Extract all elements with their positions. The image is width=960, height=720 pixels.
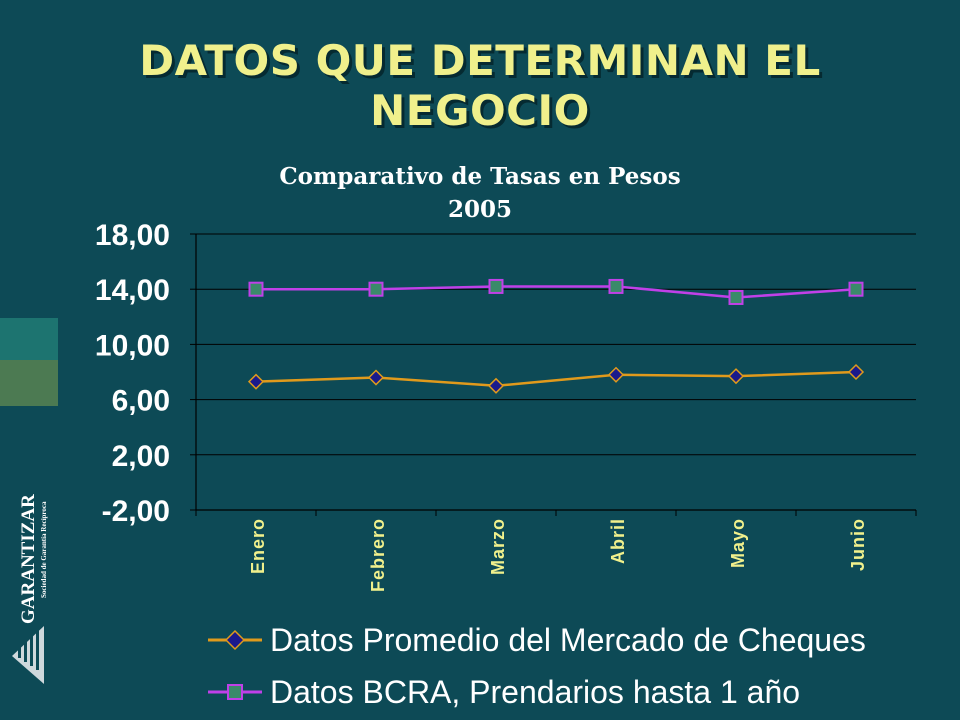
- data-point-diamond: [727, 368, 745, 385]
- data-point-square: [608, 278, 624, 294]
- y-tick-label: 18,00: [95, 219, 170, 252]
- slide-title: DATOS QUE DETERMINAN EL NEGOCIO: [0, 36, 960, 136]
- data-point-square: [848, 281, 864, 297]
- series-line: [255, 370, 857, 388]
- x-tick-label-enero: Enero: [248, 518, 268, 574]
- chart-series: [247, 278, 865, 394]
- legend-swatch-diamond: [208, 629, 262, 651]
- x-tick-label-mayo: Mayo: [728, 518, 748, 568]
- slide-title-line2: NEGOCIO: [370, 86, 590, 135]
- chart-grid: [196, 233, 916, 511]
- chart-title-line1: Comparativo de Tasas en Pesos: [279, 163, 681, 190]
- chart-axes: [190, 233, 917, 516]
- y-tick-label: -2,00: [102, 495, 170, 528]
- data-point-square: [248, 281, 264, 297]
- side-accent-block-green: [0, 360, 58, 406]
- legend-swatch-square: [208, 684, 262, 700]
- y-tick-label: 2,00: [112, 440, 170, 473]
- x-tick-label-febrero: Febrero: [368, 518, 388, 592]
- legend-label-cheques: Datos Promedio del Mercado de Cheques: [270, 621, 866, 658]
- legend-item-bcra: Datos BCRA, Prendarios hasta 1 año: [208, 666, 948, 718]
- data-point-square: [488, 278, 504, 294]
- y-tick-label: 6,00: [112, 385, 170, 418]
- series-1: [247, 363, 865, 394]
- y-tick-label: 10,00: [95, 329, 170, 362]
- x-tick-labels: Enero Febrero Marzo Abril Mayo Junio: [248, 518, 868, 592]
- x-tick-label-abril: Abril: [608, 518, 628, 564]
- y-tick-label: 14,00: [95, 274, 170, 307]
- series-line: [256, 285, 857, 299]
- data-point-diamond: [247, 373, 265, 390]
- chart-title: Comparativo de Tasas en Pesos 2005: [180, 160, 780, 226]
- legend-label-bcra: Datos BCRA, Prendarios hasta 1 año: [270, 673, 801, 710]
- logo-name: GARANTIZAR: [18, 494, 39, 624]
- slide-title-line1: DATOS QUE DETERMINAN EL: [139, 36, 821, 85]
- legend-item-cheques: Datos Promedio del Mercado de Cheques: [208, 614, 948, 666]
- chart-title-line2: 2005: [447, 196, 512, 223]
- logo-emblem: [12, 626, 44, 684]
- data-point-diamond: [487, 377, 505, 394]
- logo-tagline: Sociedad de Garantía Recíproca: [40, 501, 48, 598]
- data-point-diamond: [367, 369, 385, 386]
- garantizar-logo: GARANTIZAR Sociedad de Garantía Recíproc…: [12, 494, 48, 684]
- y-tick-labels: 18,00 14,00 10,00 6,00 2,00 -2,00: [95, 219, 170, 528]
- data-point-square: [368, 281, 384, 297]
- data-point-diamond: [607, 366, 625, 383]
- chart-legend: Datos Promedio del Mercado de Cheques Da…: [208, 614, 948, 718]
- series-2: [248, 278, 864, 305]
- data-point-diamond: [847, 363, 865, 381]
- x-tick-label-junio: Junio: [848, 518, 868, 571]
- x-tick-label-marzo: Marzo: [488, 518, 508, 575]
- side-accent-block-teal: [0, 318, 58, 360]
- data-point-square: [728, 289, 744, 305]
